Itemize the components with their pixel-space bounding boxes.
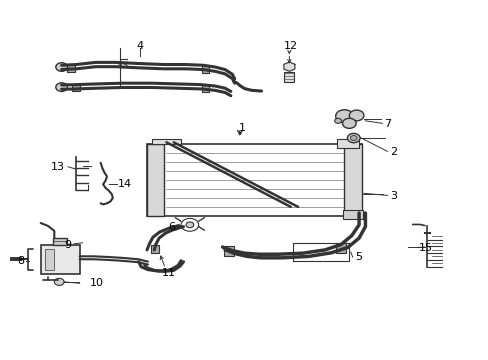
Text: 14: 14 xyxy=(118,179,132,189)
Text: 2: 2 xyxy=(389,147,396,157)
Circle shape xyxy=(185,222,193,228)
Bar xyxy=(335,243,345,253)
Text: 1: 1 xyxy=(238,123,245,133)
Circle shape xyxy=(348,110,363,121)
Text: 5: 5 xyxy=(355,252,362,262)
Text: 11: 11 xyxy=(162,267,176,278)
Text: 6: 6 xyxy=(168,222,175,232)
Polygon shape xyxy=(284,62,294,71)
Circle shape xyxy=(335,110,352,123)
Bar xyxy=(201,65,209,73)
Text: 15: 15 xyxy=(418,243,432,253)
Bar xyxy=(147,144,361,216)
Bar xyxy=(72,85,80,91)
Text: 12: 12 xyxy=(283,41,297,50)
Text: 7: 7 xyxy=(384,120,391,129)
Bar xyxy=(201,85,209,92)
Bar xyxy=(342,211,362,220)
Text: 8: 8 xyxy=(17,256,24,266)
Bar xyxy=(41,244,80,274)
Bar xyxy=(151,245,158,253)
Bar xyxy=(224,246,233,256)
Bar xyxy=(152,139,181,144)
Bar xyxy=(44,249,54,270)
Circle shape xyxy=(349,135,356,140)
Text: 13: 13 xyxy=(51,162,65,172)
Text: 10: 10 xyxy=(89,278,103,288)
Circle shape xyxy=(56,83,67,91)
Text: 4: 4 xyxy=(136,41,143,50)
Circle shape xyxy=(342,118,355,129)
Text: 9: 9 xyxy=(64,239,71,249)
Circle shape xyxy=(54,278,64,285)
Text: 3: 3 xyxy=(389,191,396,201)
Bar xyxy=(336,139,358,148)
Bar xyxy=(147,144,163,216)
Bar xyxy=(53,238,67,244)
Circle shape xyxy=(334,118,341,123)
Bar xyxy=(67,64,75,72)
Bar xyxy=(344,144,361,216)
Bar xyxy=(284,72,294,82)
Circle shape xyxy=(56,63,67,71)
Circle shape xyxy=(346,134,359,143)
